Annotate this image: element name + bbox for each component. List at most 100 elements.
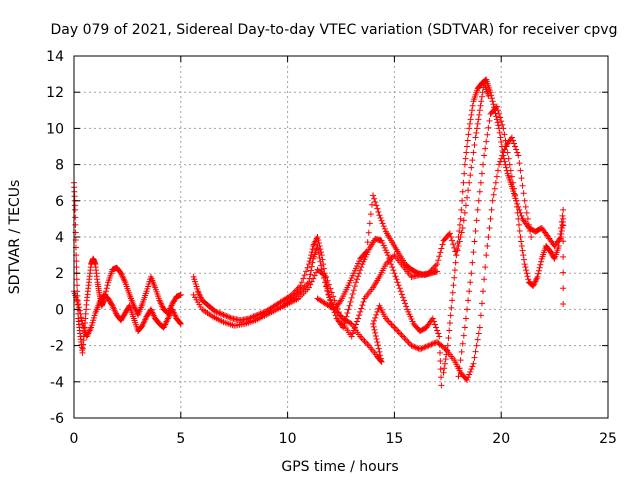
data-point — [444, 342, 451, 349]
data-point — [457, 357, 464, 364]
data-point — [414, 345, 421, 352]
data-point — [434, 261, 441, 268]
data-point — [309, 246, 316, 253]
data-point — [439, 241, 446, 248]
data-point — [459, 224, 466, 231]
data-point — [465, 297, 472, 304]
data-point — [72, 214, 79, 221]
data-point — [436, 253, 443, 260]
data-point — [536, 264, 543, 271]
data-point — [358, 305, 365, 312]
data-point — [315, 240, 322, 247]
data-point — [379, 220, 386, 227]
data-point — [411, 343, 418, 350]
data-point — [466, 125, 473, 132]
data-point — [503, 164, 510, 171]
data-point — [73, 276, 80, 283]
data-point — [214, 309, 221, 316]
data-point — [356, 270, 363, 277]
data-point — [78, 314, 85, 321]
data-point — [435, 330, 442, 337]
data-point — [440, 369, 447, 376]
data-point — [484, 243, 491, 250]
data-point — [463, 149, 470, 156]
data-point — [443, 351, 450, 358]
data-point — [345, 306, 352, 313]
data-point — [432, 262, 439, 269]
data-point — [436, 349, 443, 356]
data-point — [448, 304, 455, 311]
data-point — [488, 92, 495, 99]
data-point — [457, 215, 464, 222]
y-axis-label: SDTVAR / TECUs — [7, 180, 23, 295]
data-point — [497, 134, 504, 141]
data-point — [377, 214, 384, 221]
data-point — [355, 315, 362, 322]
data-point — [381, 225, 388, 232]
data-point — [516, 160, 523, 167]
data-point — [365, 229, 372, 236]
data-point — [177, 319, 184, 326]
data-point — [521, 261, 528, 268]
y-tick-label: 10 — [46, 121, 64, 137]
data-point — [462, 315, 469, 322]
data-point — [389, 322, 396, 329]
data-point — [496, 110, 503, 117]
data-point — [489, 98, 496, 105]
data-point — [559, 212, 566, 219]
data-point — [429, 340, 436, 347]
data-point — [401, 297, 408, 304]
data-point — [301, 272, 308, 279]
data-point — [461, 170, 468, 177]
data-point — [483, 138, 490, 145]
data-point — [357, 308, 364, 315]
data-point — [460, 332, 467, 339]
data-point — [560, 238, 567, 245]
data-point — [470, 249, 477, 256]
data-point — [477, 312, 484, 319]
data-point — [358, 264, 365, 271]
data-point — [314, 243, 321, 250]
data-point — [104, 282, 111, 289]
data-point — [521, 197, 528, 204]
data-point — [303, 268, 310, 275]
data-point — [478, 170, 485, 177]
data-point — [517, 234, 524, 240]
data-point — [393, 276, 400, 283]
data-point — [560, 269, 567, 276]
data-point — [422, 343, 429, 350]
data-point — [394, 279, 401, 286]
data-point — [408, 342, 415, 349]
data-point — [449, 237, 456, 244]
data-point — [451, 244, 458, 251]
data-point — [465, 187, 472, 194]
data-point — [523, 209, 530, 216]
data-point — [516, 206, 523, 213]
data-point — [519, 247, 526, 254]
data-point — [375, 342, 382, 349]
data-point — [318, 262, 325, 269]
x-tick-label: 5 — [176, 431, 185, 447]
data-point — [361, 338, 368, 345]
data-point — [419, 345, 426, 352]
data-point — [466, 120, 473, 127]
data-point — [517, 209, 524, 216]
data-point — [251, 313, 258, 320]
data-point — [476, 107, 483, 114]
data-point — [434, 268, 441, 275]
data-point — [477, 179, 484, 186]
data-point — [481, 276, 488, 283]
data-point — [492, 179, 499, 186]
data-point — [125, 303, 132, 310]
data-point — [501, 131, 508, 138]
data-point — [483, 252, 490, 259]
data-point — [380, 223, 387, 230]
data-point — [469, 102, 476, 109]
data-point — [489, 197, 496, 204]
data-point — [370, 192, 377, 199]
data-point — [522, 203, 529, 210]
data-point — [467, 279, 474, 286]
data-point — [484, 131, 491, 138]
data-point — [486, 117, 493, 124]
data-point — [438, 245, 445, 252]
